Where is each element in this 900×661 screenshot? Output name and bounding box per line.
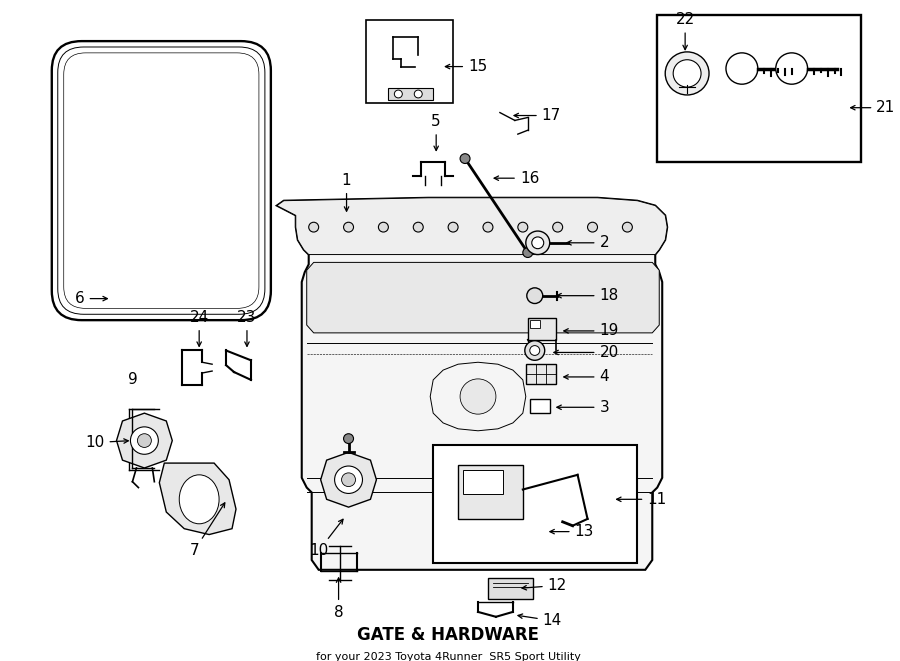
Text: 1: 1 <box>342 173 351 212</box>
Text: 20: 20 <box>554 345 618 360</box>
Text: 8: 8 <box>334 578 344 620</box>
Text: GATE & HARDWARE: GATE & HARDWARE <box>357 627 539 644</box>
Bar <box>366 20 453 103</box>
Ellipse shape <box>179 475 219 524</box>
Circle shape <box>413 222 423 232</box>
Circle shape <box>526 288 543 303</box>
Text: 22: 22 <box>676 13 695 50</box>
Text: 12: 12 <box>522 578 567 593</box>
Bar <box>458 465 523 519</box>
Text: 18: 18 <box>557 288 618 303</box>
Circle shape <box>726 53 758 84</box>
Circle shape <box>130 427 158 454</box>
Text: 11: 11 <box>616 492 667 507</box>
Circle shape <box>483 222 493 232</box>
Circle shape <box>378 222 389 232</box>
Text: for your 2023 Toyota 4Runner  SR5 Sport Utility: for your 2023 Toyota 4Runner SR5 Sport U… <box>316 652 580 661</box>
Text: 7: 7 <box>189 503 225 559</box>
Circle shape <box>309 222 319 232</box>
Polygon shape <box>277 198 667 254</box>
Circle shape <box>776 53 807 84</box>
Text: 6: 6 <box>75 291 107 306</box>
Circle shape <box>588 222 598 232</box>
Circle shape <box>394 90 402 98</box>
Circle shape <box>448 222 458 232</box>
Bar <box>389 88 433 100</box>
Circle shape <box>342 473 356 486</box>
Circle shape <box>623 222 633 232</box>
Text: 4: 4 <box>563 369 609 385</box>
Circle shape <box>530 346 540 356</box>
Circle shape <box>460 154 470 163</box>
Text: 3: 3 <box>557 400 609 415</box>
Circle shape <box>344 222 354 232</box>
Text: 9: 9 <box>128 372 138 387</box>
Bar <box>657 15 861 161</box>
Circle shape <box>335 466 363 494</box>
Text: 5: 5 <box>431 114 441 151</box>
Bar <box>526 364 555 384</box>
Circle shape <box>518 222 527 232</box>
FancyBboxPatch shape <box>52 41 271 320</box>
Circle shape <box>414 90 422 98</box>
Bar <box>488 578 533 599</box>
Circle shape <box>665 52 709 95</box>
Text: 24: 24 <box>190 310 209 346</box>
Circle shape <box>460 379 496 414</box>
Circle shape <box>553 222 562 232</box>
Text: 16: 16 <box>494 171 539 186</box>
Circle shape <box>526 231 550 254</box>
Circle shape <box>525 340 544 360</box>
Text: 21: 21 <box>850 100 896 115</box>
Text: 23: 23 <box>238 310 256 346</box>
Circle shape <box>673 59 701 87</box>
Polygon shape <box>307 262 659 333</box>
Text: 2: 2 <box>567 235 609 251</box>
Text: 10: 10 <box>309 520 343 559</box>
Circle shape <box>138 434 151 447</box>
Circle shape <box>523 248 533 258</box>
Text: 17: 17 <box>514 108 561 123</box>
Bar <box>530 399 550 413</box>
Circle shape <box>344 434 354 444</box>
Text: 10: 10 <box>86 435 129 450</box>
Bar <box>527 318 555 340</box>
Polygon shape <box>159 463 236 535</box>
Polygon shape <box>116 413 172 468</box>
Text: 14: 14 <box>518 613 562 628</box>
Text: 15: 15 <box>446 59 487 74</box>
Text: 19: 19 <box>563 323 619 338</box>
Text: 13: 13 <box>550 524 594 539</box>
Bar <box>530 320 540 328</box>
Polygon shape <box>320 452 376 507</box>
Bar <box>433 446 637 563</box>
Polygon shape <box>277 198 667 570</box>
Bar <box>464 470 503 494</box>
Circle shape <box>532 237 544 249</box>
